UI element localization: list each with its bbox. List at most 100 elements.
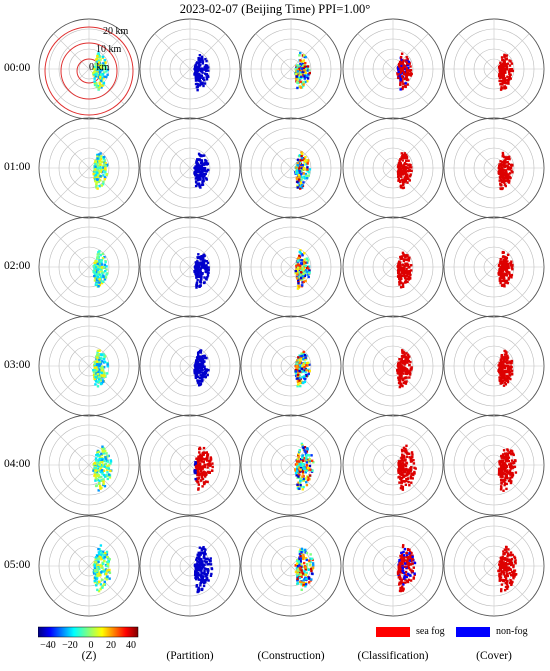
echo-cell <box>103 255 106 259</box>
echo-cell <box>505 470 508 474</box>
echo-cell <box>105 468 109 471</box>
echo-cell <box>101 450 105 453</box>
echo-cell <box>96 353 99 357</box>
echo-cell <box>502 357 506 360</box>
echo-cell <box>502 251 505 254</box>
echo-cell <box>202 575 205 578</box>
echo-cell <box>199 272 202 275</box>
echo-cell <box>202 172 206 176</box>
echo-cell <box>399 174 402 177</box>
echo-cell <box>304 356 307 359</box>
echo-cell <box>407 259 411 262</box>
echo-cell <box>304 548 307 552</box>
echo-cell <box>194 471 197 475</box>
echo-cell <box>198 84 202 87</box>
echo-cell <box>398 475 401 478</box>
echo-cell <box>98 573 101 577</box>
echo-cell <box>296 572 299 575</box>
echo-cell <box>502 468 505 471</box>
echo-cell <box>101 460 104 463</box>
echo-cell <box>405 560 409 563</box>
echo-cell <box>194 66 197 69</box>
echo-cell <box>500 273 503 277</box>
echo-cell <box>200 159 204 162</box>
echo-cell <box>102 157 106 161</box>
echo-cell <box>299 483 302 487</box>
echo-cell <box>509 462 513 465</box>
echo-cell <box>99 170 103 173</box>
echo-cell <box>404 573 407 576</box>
echo-cell <box>298 473 301 476</box>
echo-cell <box>296 577 299 581</box>
echo-cell <box>408 559 411 562</box>
echo-cell <box>302 70 305 74</box>
echo-cell <box>196 178 200 182</box>
echo-cell <box>97 450 100 454</box>
echo-cell <box>402 581 405 585</box>
echo-cell <box>509 77 512 80</box>
echo-cell <box>506 375 510 378</box>
echo-cell <box>305 450 309 453</box>
echo-cell <box>406 57 409 61</box>
azimuth-spoke <box>357 464 394 501</box>
echo-cell <box>310 578 313 581</box>
azimuth-spoke <box>53 68 90 105</box>
echo-cell <box>294 570 298 574</box>
echo-cell <box>202 563 205 567</box>
echo-cell <box>295 460 299 463</box>
echo-cell <box>101 55 105 59</box>
echo-cell <box>100 570 103 574</box>
echo-cell <box>199 369 202 373</box>
echo-cell <box>302 477 306 481</box>
azimuth-spoke <box>255 167 292 204</box>
echo-cell <box>397 368 400 371</box>
echo-cell <box>204 369 207 372</box>
echo-cell <box>298 369 301 373</box>
echo-cell <box>404 581 407 584</box>
panel-2-1 <box>139 216 241 318</box>
echo-cell <box>93 576 97 579</box>
echo-cell <box>99 554 103 557</box>
echo-cell <box>397 177 401 180</box>
echo-cell <box>305 75 309 79</box>
echo-cell <box>198 371 202 374</box>
echo-cell <box>400 357 404 361</box>
echo-cell <box>99 356 102 360</box>
echo-cell <box>305 369 308 372</box>
echo-cell <box>206 274 210 277</box>
echo-cell <box>503 353 507 356</box>
echo-cell <box>201 364 205 367</box>
echo-cell <box>510 163 513 167</box>
echo-cell <box>308 68 311 72</box>
echo-cell <box>509 481 513 485</box>
echo-cell <box>299 51 302 55</box>
echo-cell <box>504 264 507 268</box>
echo-cell <box>303 177 307 180</box>
echo-cell <box>397 276 401 280</box>
echo-cell <box>503 81 506 85</box>
echo-cell <box>203 372 207 376</box>
echo-cell <box>402 82 405 85</box>
echo-cell <box>195 467 198 470</box>
echo-cell <box>405 163 408 166</box>
echo-cell <box>503 285 506 288</box>
echo-cell <box>499 88 503 91</box>
echo-cell <box>94 160 98 164</box>
echo-cell <box>507 376 511 380</box>
echo-cell <box>197 586 200 590</box>
echo-cell <box>501 151 505 155</box>
echo-cell <box>97 61 101 64</box>
echo-cell <box>201 171 204 174</box>
echo-cell <box>197 477 201 480</box>
echo-cell <box>501 475 504 479</box>
echo-cell <box>499 262 502 265</box>
azimuth-spoke <box>88 530 125 567</box>
echo-cell <box>98 167 101 170</box>
echo-cell <box>400 156 403 159</box>
echo-cell <box>103 64 106 68</box>
echo-cell <box>96 253 99 256</box>
echo-cell <box>302 475 305 478</box>
echo-cell <box>309 468 312 472</box>
echo-cell <box>303 159 307 163</box>
echo-cell <box>508 59 511 62</box>
